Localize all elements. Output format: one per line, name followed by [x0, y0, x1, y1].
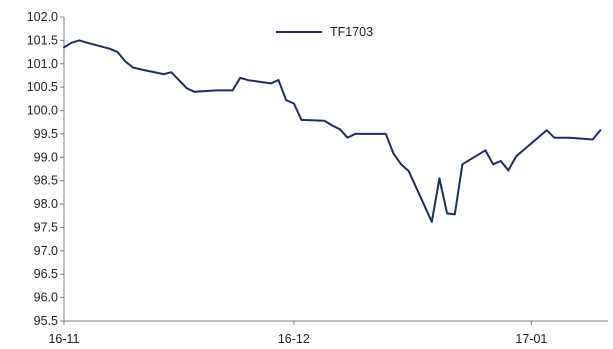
y-tick-label: 101.5 [27, 33, 58, 47]
y-tick-label: 99.5 [34, 127, 58, 141]
y-tick-label: 100.5 [27, 80, 58, 94]
y-tick-label: 99.0 [34, 150, 58, 164]
series-line [63, 39, 602, 223]
x-tick-label: 16-11 [48, 332, 79, 346]
y-axis: 95.5 96.0 96.5 97.0 97.5 98.0 98.5 99.0 99.5 100.… [27, 10, 65, 328]
y-tick-label: 97.0 [34, 244, 58, 258]
y-tick-label: 98.0 [34, 197, 58, 211]
y-tick-label: 102.0 [27, 10, 58, 24]
y-tick-label: 101.0 [27, 57, 58, 71]
x-tick-label: 16-12 [278, 332, 310, 346]
y-tick-label: 96.0 [34, 291, 58, 305]
y-tick-label: 100.0 [27, 104, 58, 118]
x-axis: 16-11 16-12 17-01 [48, 320, 608, 346]
y-tick-label: 96.5 [34, 267, 58, 281]
y-tick-label: 97.5 [34, 220, 58, 234]
legend: TF1703 [276, 25, 373, 39]
x-tick-label: 17-01 [515, 332, 547, 346]
y-tick-label: 98.5 [34, 174, 58, 188]
series-layer [63, 39, 602, 223]
y-tick-label: 95.5 [34, 314, 58, 328]
legend-label: TF1703 [330, 25, 373, 39]
